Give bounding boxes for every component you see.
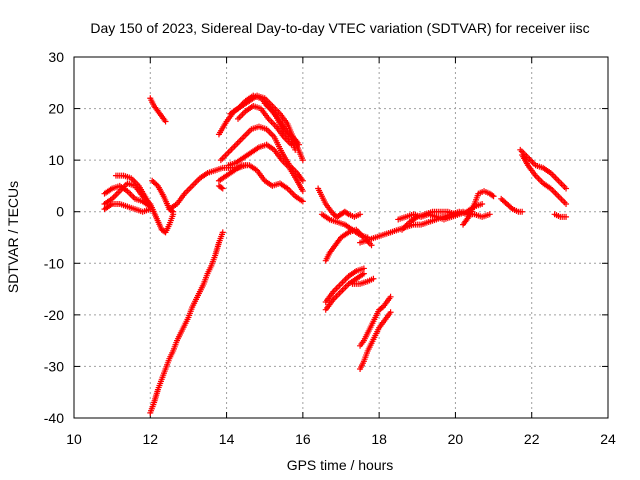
data-point	[219, 185, 226, 192]
x-tick-label: 22	[524, 431, 540, 447]
ticks: 10 12 14 16 18 20 22 24 -40 -30 -20 -10 0 10 20 30	[44, 49, 616, 447]
series-arc-25	[460, 188, 497, 228]
data-point	[370, 275, 377, 282]
data-point	[490, 193, 497, 200]
series-arc-8	[215, 162, 306, 205]
series-arc-19	[322, 226, 375, 264]
series-arc-21	[322, 270, 367, 313]
data-point	[170, 208, 177, 215]
chart-title: Day 150 of 2023, Sidereal Day-to-day VTE…	[90, 20, 589, 36]
series-arc-4	[112, 172, 154, 210]
data-point	[296, 141, 303, 148]
series-arc-26	[498, 195, 526, 215]
y-axis-label: SDTVAR / TECUs	[5, 181, 21, 293]
data-point	[360, 265, 367, 272]
data-point	[299, 177, 306, 184]
data-point	[563, 200, 570, 207]
y-tick-label: 10	[48, 152, 64, 168]
series-arc-6	[147, 95, 169, 125]
data-point	[218, 184, 225, 191]
y-tick-label: 20	[48, 101, 64, 117]
series-arc-9	[215, 182, 226, 192]
x-tick-label: 12	[142, 431, 158, 447]
x-axis-label: GPS time / hours	[287, 457, 394, 473]
y-tick-label: 0	[56, 204, 64, 220]
x-tick-label: 18	[371, 431, 387, 447]
series-arc-31	[519, 151, 570, 207]
x-tick-label: 10	[66, 431, 82, 447]
data-point	[357, 211, 364, 218]
series-arc-15	[261, 100, 303, 148]
x-tick-label: 24	[600, 431, 616, 447]
series-arc-2	[101, 182, 154, 210]
plot-area	[101, 92, 570, 416]
data-point	[563, 185, 570, 192]
data-point	[299, 198, 306, 205]
y-tick-label: -10	[44, 255, 64, 271]
data-point	[387, 309, 394, 316]
data-point	[299, 157, 306, 164]
series-arc-20	[322, 265, 367, 305]
x-tick-label: 16	[295, 431, 311, 447]
data-point	[479, 200, 486, 207]
data-point	[486, 211, 493, 218]
x-tick-label: 14	[219, 431, 235, 447]
y-tick-label: -40	[44, 410, 64, 426]
data-point	[387, 293, 394, 300]
series-arc-3	[101, 200, 154, 215]
series-arc-5	[149, 177, 177, 215]
x-tick-label: 20	[448, 431, 464, 447]
y-tick-label: -30	[44, 358, 64, 374]
data-point	[292, 146, 299, 153]
plot-frame	[73, 56, 609, 419]
y-tick-label: 30	[48, 49, 64, 65]
data-point	[288, 141, 295, 148]
series-arc-14	[235, 102, 295, 148]
data-point	[519, 208, 526, 215]
data-point	[563, 213, 570, 220]
data-point	[162, 118, 169, 125]
y-tick-label: -20	[44, 307, 64, 323]
series-arc-30	[517, 146, 570, 192]
data-point	[489, 192, 496, 199]
series-arc-24	[399, 208, 467, 233]
series-arc-32	[551, 211, 570, 220]
series-arc-17	[315, 185, 364, 220]
data-point	[219, 229, 226, 236]
data-point	[147, 203, 154, 210]
data-point	[360, 270, 367, 277]
series-arc-28	[357, 293, 394, 349]
series-arc-27	[349, 275, 377, 287]
series-arc-16	[147, 229, 226, 416]
data-point	[344, 210, 351, 217]
data-point	[299, 188, 306, 195]
data-point	[460, 208, 467, 215]
series-arc-29	[357, 309, 394, 373]
series-arc-11	[225, 141, 306, 195]
data-point	[368, 242, 375, 249]
